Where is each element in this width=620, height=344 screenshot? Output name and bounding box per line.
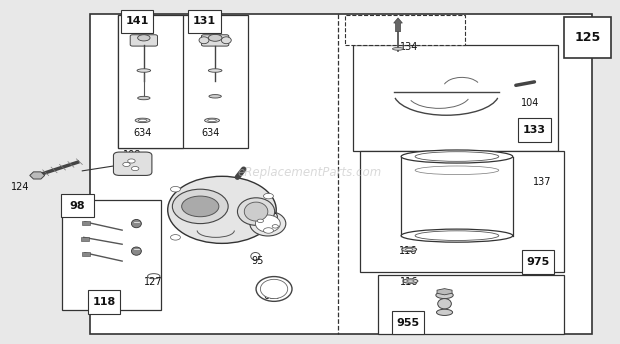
Text: 124: 124 [11,182,30,193]
Bar [121,10,153,33]
Text: 617: 617 [264,291,282,301]
Ellipse shape [131,219,141,228]
Ellipse shape [392,47,404,50]
Bar [522,250,554,274]
Circle shape [123,162,130,166]
Ellipse shape [244,202,268,221]
Circle shape [131,166,139,171]
Ellipse shape [255,215,280,232]
Ellipse shape [208,34,222,41]
Ellipse shape [415,231,498,240]
Ellipse shape [208,69,222,72]
Bar [345,15,465,45]
Text: 118: 118 [92,297,116,307]
Bar [360,151,564,272]
Text: 133: 133 [523,125,546,135]
Text: 98: 98 [69,201,86,211]
Ellipse shape [208,119,216,122]
Circle shape [272,225,278,228]
Bar [188,10,221,33]
Ellipse shape [138,35,150,41]
Text: 116: 116 [400,277,419,287]
Ellipse shape [402,247,417,252]
Bar [90,14,592,334]
Polygon shape [437,289,452,295]
Ellipse shape [221,37,231,44]
Circle shape [170,186,180,192]
Text: 137: 137 [533,176,552,187]
Bar [88,290,120,314]
Ellipse shape [138,96,150,100]
Ellipse shape [209,95,221,98]
Ellipse shape [407,280,414,282]
Text: 130: 130 [260,213,279,224]
Ellipse shape [148,274,160,279]
Bar [62,200,161,310]
FancyArrow shape [394,18,402,32]
Text: 125: 125 [574,31,601,44]
Ellipse shape [138,119,147,122]
Circle shape [128,159,135,163]
Circle shape [257,219,264,223]
Ellipse shape [405,248,413,250]
Ellipse shape [438,299,451,309]
Bar [118,15,248,148]
FancyBboxPatch shape [130,35,157,46]
Circle shape [182,196,219,217]
Text: eReplacementParts.com: eReplacementParts.com [238,165,382,179]
Text: 108: 108 [123,150,141,161]
Polygon shape [30,172,45,179]
Ellipse shape [415,152,498,161]
Text: 634: 634 [133,128,152,139]
Bar [518,118,551,142]
Ellipse shape [250,211,286,236]
Circle shape [170,235,180,240]
Text: 116: 116 [399,246,418,256]
Ellipse shape [167,176,276,244]
Ellipse shape [237,198,275,225]
Ellipse shape [401,229,513,242]
Bar [82,252,90,256]
Ellipse shape [199,37,209,44]
Ellipse shape [135,118,150,123]
Text: 127: 127 [144,277,163,287]
Ellipse shape [436,309,453,315]
Ellipse shape [403,279,418,283]
Text: 95: 95 [251,256,264,266]
Text: 975: 975 [526,257,550,267]
Ellipse shape [250,252,260,260]
Bar [82,221,90,225]
Ellipse shape [256,277,292,301]
Circle shape [264,193,273,199]
Text: 141: 141 [125,16,149,26]
Ellipse shape [415,166,498,175]
Ellipse shape [131,247,141,255]
Text: 104: 104 [521,98,539,108]
FancyBboxPatch shape [113,152,152,175]
Ellipse shape [137,69,151,72]
Ellipse shape [436,292,453,299]
Bar [118,15,183,148]
Ellipse shape [172,189,228,224]
Ellipse shape [401,150,513,163]
Bar [353,45,558,151]
Text: 634: 634 [202,128,220,139]
Ellipse shape [260,279,288,299]
Circle shape [264,228,273,233]
Bar [81,237,89,241]
Bar [61,194,94,217]
FancyBboxPatch shape [202,35,229,46]
Bar [392,311,424,334]
Bar [378,275,564,334]
Text: 955: 955 [396,318,420,328]
Text: 134: 134 [400,42,419,53]
Bar [564,17,611,58]
Ellipse shape [205,118,219,123]
Text: 131: 131 [193,16,216,26]
